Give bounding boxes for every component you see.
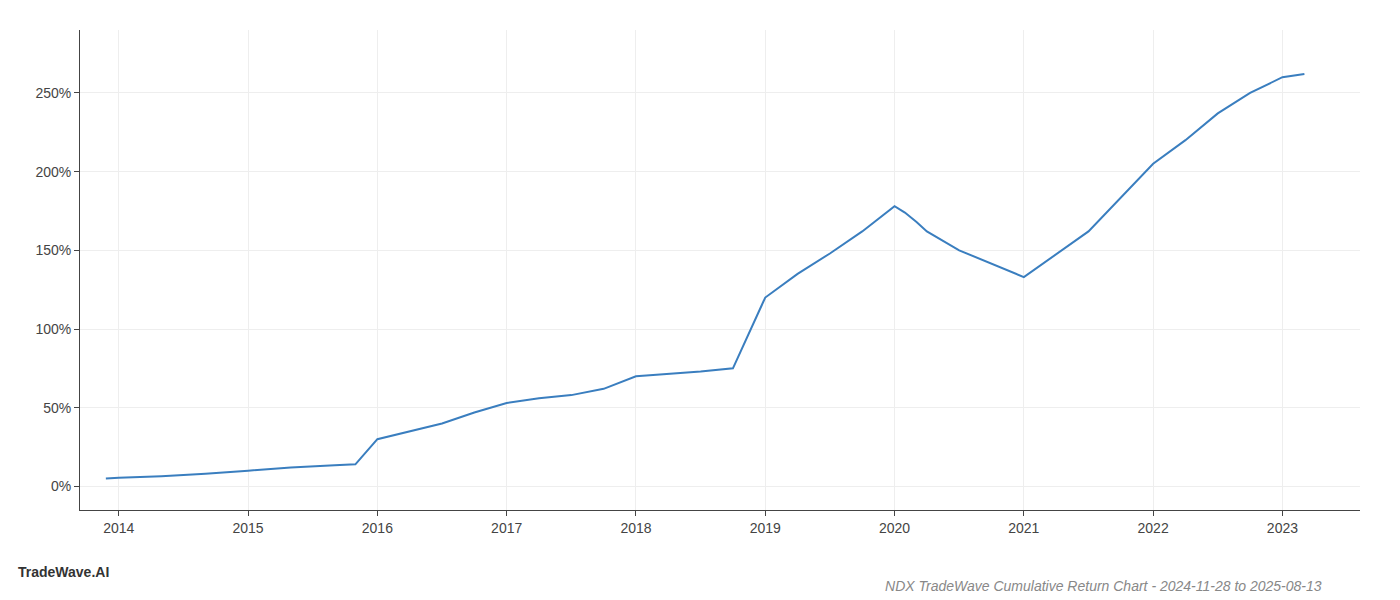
svg-text:100%: 100% bbox=[35, 321, 71, 337]
svg-text:2015: 2015 bbox=[233, 520, 264, 536]
svg-text:150%: 150% bbox=[35, 242, 71, 258]
svg-text:2017: 2017 bbox=[491, 520, 522, 536]
svg-text:2020: 2020 bbox=[879, 520, 910, 536]
svg-text:2022: 2022 bbox=[1138, 520, 1169, 536]
svg-text:0%: 0% bbox=[51, 478, 71, 494]
svg-text:2014: 2014 bbox=[103, 520, 134, 536]
svg-text:NDX TradeWave Cumulative Retur: NDX TradeWave Cumulative Return Chart - … bbox=[885, 578, 1322, 594]
svg-text:TradeWave.AI: TradeWave.AI bbox=[18, 564, 109, 580]
svg-text:2019: 2019 bbox=[750, 520, 781, 536]
svg-text:2016: 2016 bbox=[362, 520, 393, 536]
svg-text:200%: 200% bbox=[35, 164, 71, 180]
svg-text:2023: 2023 bbox=[1267, 520, 1298, 536]
svg-text:250%: 250% bbox=[35, 85, 71, 101]
svg-text:50%: 50% bbox=[43, 400, 71, 416]
svg-text:2018: 2018 bbox=[620, 520, 651, 536]
svg-text:2021: 2021 bbox=[1008, 520, 1039, 536]
